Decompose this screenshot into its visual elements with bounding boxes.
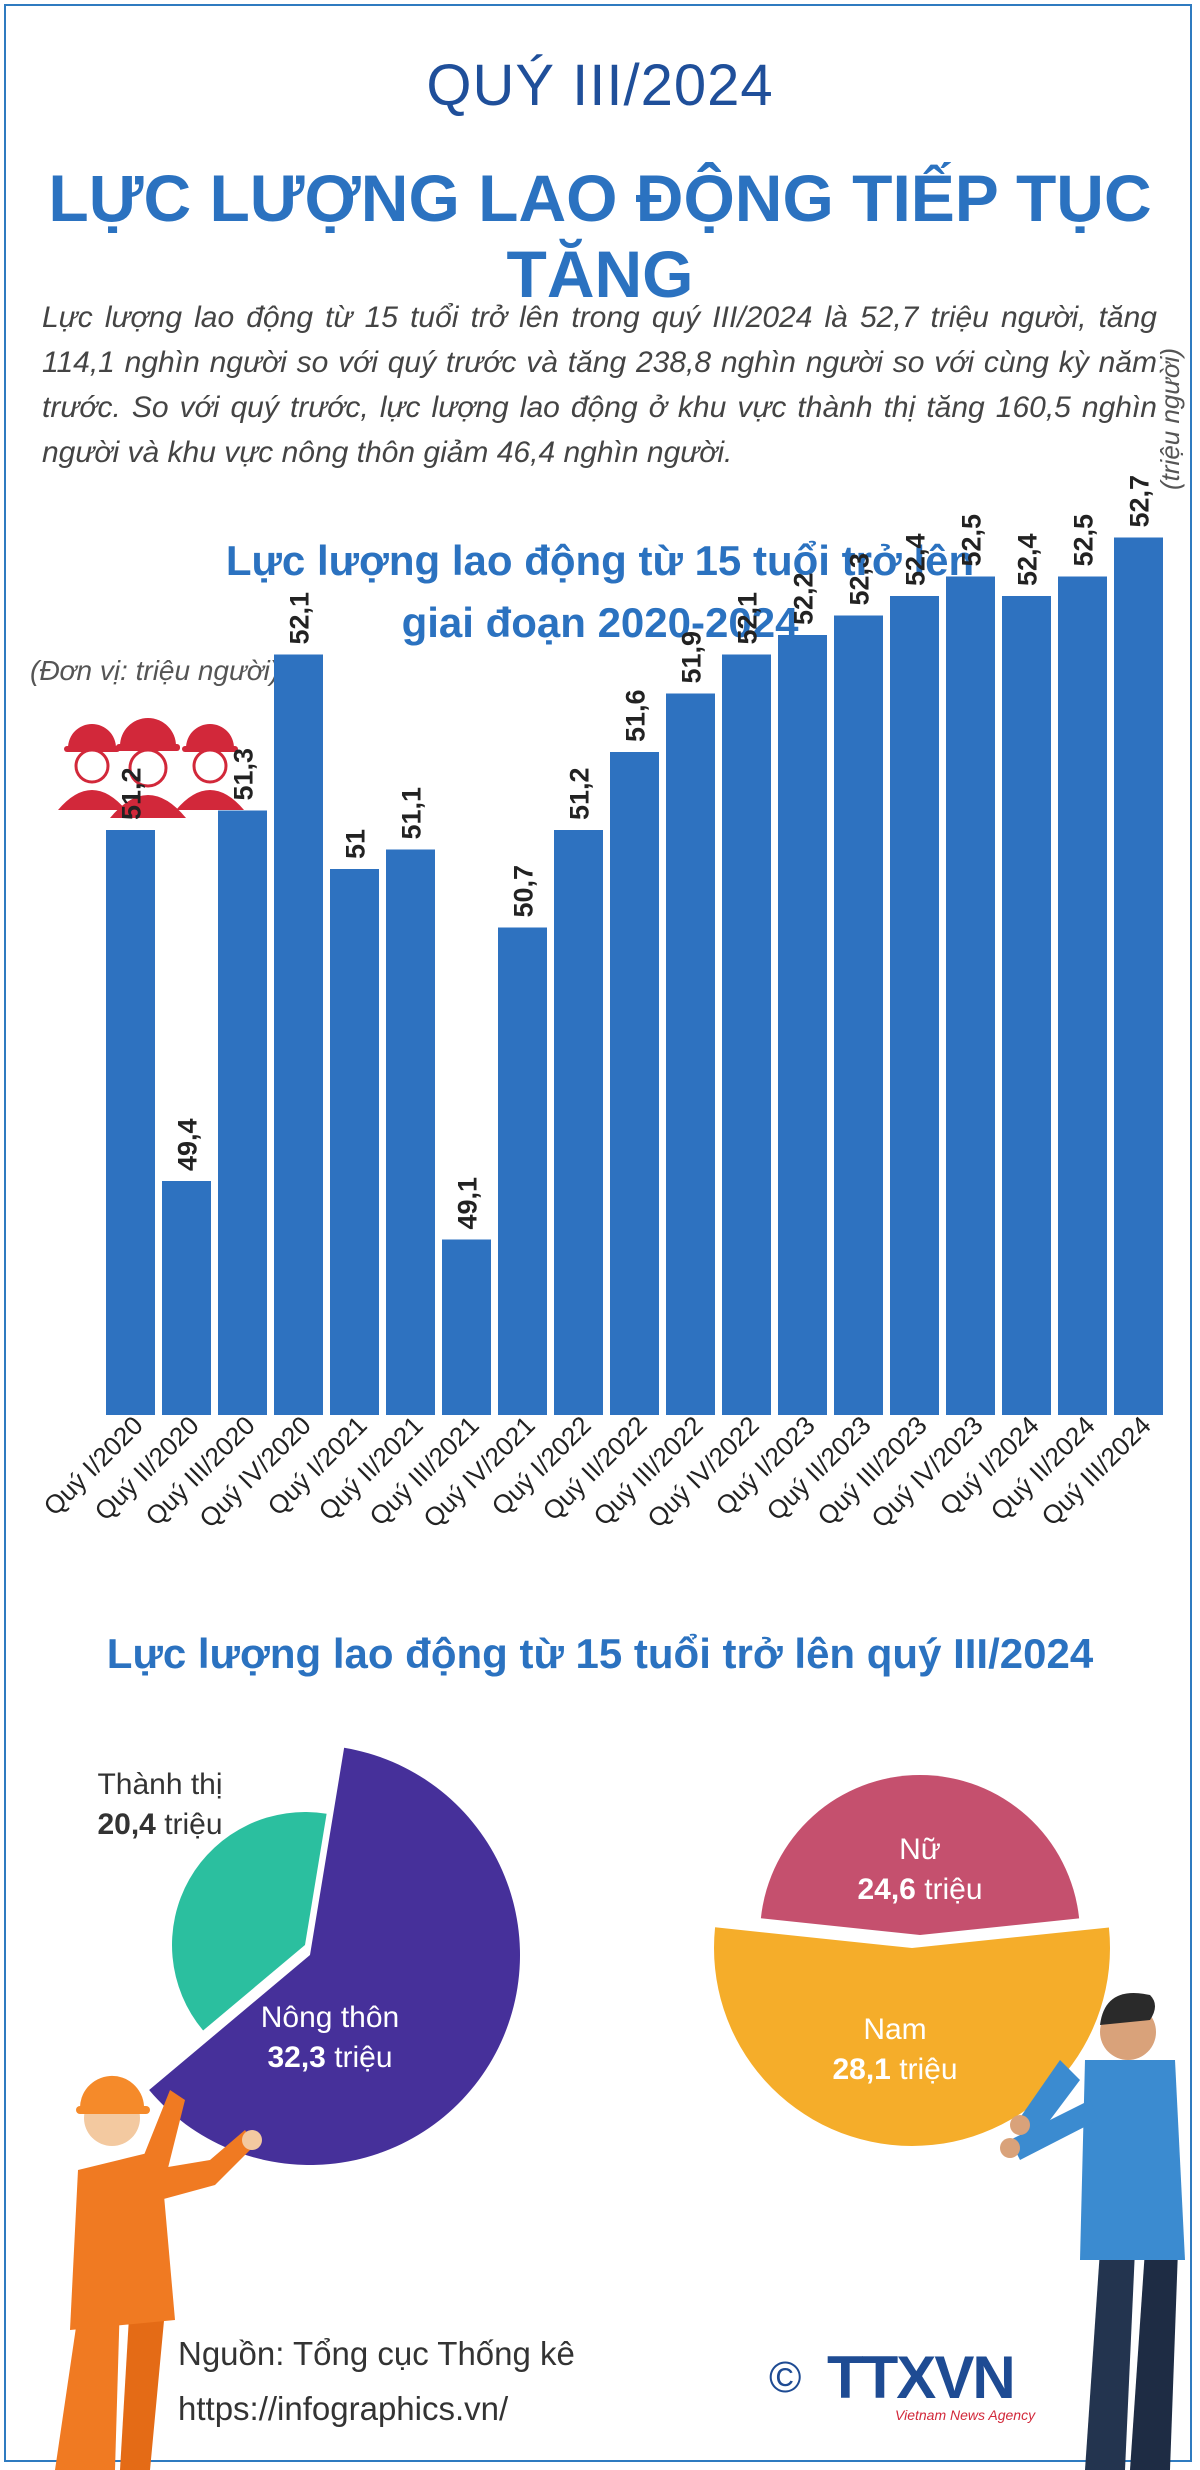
bar-value-label: 49,1	[453, 1177, 483, 1230]
copyright-symbol: ©	[769, 2353, 801, 2402]
label-nam-name: Nam	[863, 2013, 927, 2046]
pie-slice-nu	[760, 1775, 1080, 1935]
bar-value-label: 52,4	[901, 533, 931, 586]
intro-paragraph: Lực lượng lao động từ 15 tuổi trở lên tr…	[42, 301, 1157, 469]
bar-value-label: 52,2	[789, 572, 819, 625]
bar-value-label: 52,4	[1013, 533, 1043, 586]
bar-5	[330, 869, 379, 1415]
page-title: LỰC LƯỢNG LAO ĐỘNG TIẾP TỤC TĂNG	[48, 161, 1152, 311]
bar-2	[162, 1181, 211, 1415]
pie-slice-nong-thon	[149, 1747, 521, 2165]
bar-10	[610, 752, 659, 1415]
bar-value-label: 50,7	[509, 865, 539, 918]
label-thanh-thi: Thành thị 20,4 triệu	[60, 1765, 260, 1845]
bar-18	[1058, 576, 1107, 1415]
bar-value-label: 52,5	[1069, 514, 1099, 567]
bar-19	[1114, 537, 1163, 1415]
label-nong-thon-name: Nông thôn	[260, 2001, 400, 2034]
bar-chart-title-line1: Lực lượng lao động từ 15 tuổi trở lên	[225, 537, 975, 584]
bar-value-label: 51,2	[565, 767, 595, 820]
bar-value-label: 52,7	[1125, 475, 1155, 528]
source-link[interactable]: https://infographics.vn/	[178, 2390, 509, 2427]
bar-value-label: 51,3	[229, 748, 259, 801]
worker-illustration-icon	[55, 2075, 262, 2470]
bar-value-label: 51,6	[621, 689, 651, 742]
bar-value-label: 52,3	[845, 553, 875, 606]
bar-value-label: 51,1	[397, 787, 427, 840]
source-text: Nguồn: Tổng cục Thống kê	[178, 2335, 575, 2372]
man-illustration-icon	[1000, 1993, 1185, 2470]
bar-16	[946, 576, 995, 1415]
bar-chart-title: Lực lượng lao động từ 15 tuổi trở lên gi…	[0, 530, 1200, 654]
label-nam-unit: triệu	[899, 2053, 958, 2086]
bar-11	[666, 693, 715, 1415]
bar-4	[274, 654, 323, 1415]
page-frame	[4, 4, 1192, 2462]
bar-8	[498, 927, 547, 1415]
workers-icon	[58, 718, 244, 818]
label-nam: Nam 28,1 triệu	[795, 2010, 995, 2090]
bar-chart-unit: (Đơn vị: triệu người)	[30, 655, 280, 686]
pie-slice-thanh-thi	[172, 1811, 327, 2031]
bar-15	[890, 596, 939, 1415]
bar-6	[386, 849, 435, 1415]
logo-subtext: Vietnam News Agency	[895, 2407, 1036, 2423]
pie-chart-gender	[713, 1775, 1110, 2146]
label-nong-thon: Nông thôn 32,3 triệu	[230, 1998, 430, 2078]
ttxvn-logo: © TTXVN Vietnam News Agency	[769, 2344, 1036, 2423]
bar-value-label: 52,5	[957, 514, 987, 567]
pie-slice-nam	[713, 1927, 1110, 2146]
bar-13	[778, 635, 827, 1415]
bar-3	[218, 810, 267, 1415]
label-nu-name: Nữ	[899, 1833, 941, 1866]
bar-value-label: 49,4	[173, 1118, 203, 1171]
bar-9	[554, 830, 603, 1415]
label-nam-value: 28,1	[832, 2053, 891, 2086]
bar-17	[1002, 596, 1051, 1415]
bar-chart-title-line2: giai đoạn 2020-2024	[401, 599, 799, 646]
bar-value-label: 52,1	[285, 592, 315, 645]
label-thanh-thi-value: 20,4	[97, 1808, 156, 1841]
bar-value-label: 52,1	[733, 592, 763, 645]
logo-text: TTXVN	[827, 2344, 1014, 2411]
bar-12	[722, 654, 771, 1415]
label-nu-unit: triệu	[924, 1873, 983, 1906]
bar-14	[834, 615, 883, 1415]
bar-value-label: 51	[341, 829, 371, 859]
bar-value-label: 51,9	[677, 631, 707, 684]
label-nong-thon-unit: triệu	[334, 2041, 393, 2074]
bar-7	[442, 1239, 491, 1415]
bar-value-label: 51,2	[117, 767, 147, 820]
label-thanh-thi-unit: triệu	[164, 1808, 223, 1841]
label-nong-thon-value: 32,3	[267, 2041, 326, 2074]
label-thanh-thi-name: Thành thị	[97, 1768, 223, 1801]
bar-1	[106, 830, 155, 1415]
pie-chart-title: Lực lượng lao động từ 15 tuổi trở lên qu…	[106, 1630, 1094, 1677]
label-nu: Nữ 24,6 triệu	[820, 1830, 1020, 1910]
page-subtitle: QUÝ III/2024	[426, 53, 774, 118]
label-nu-value: 24,6	[857, 1873, 916, 1906]
pie-chart-area	[149, 1747, 521, 2165]
